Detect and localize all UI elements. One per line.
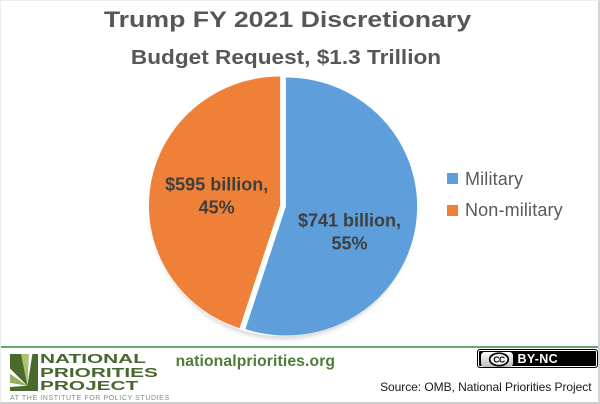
svg-text:CC: CC [493, 354, 505, 364]
